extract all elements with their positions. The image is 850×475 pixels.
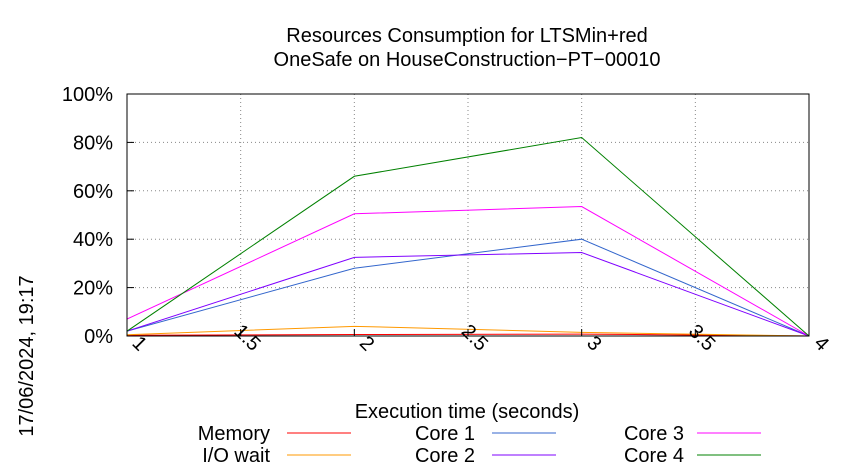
x-tick-labels: 1 1.5 2 2.5 3 3.5 4 [126,320,833,356]
y-tick-label: 0% [84,326,113,348]
x-axis-label: Execution time (seconds) [355,401,580,423]
series-line-core-2 [126,252,810,337]
y-tick-label: 60% [73,181,113,203]
legend-label: Core 1 [415,423,475,445]
legend-label: I/O wait [202,445,270,467]
legend-label: Memory [198,423,270,445]
series-line-core-3 [126,206,810,337]
x-tick-label: 2.5 [457,320,492,355]
legend-label: Core 3 [624,423,684,445]
y-tick-label: 40% [73,229,113,251]
x-tick-label: 4 [810,332,833,355]
y-tick-label: 20% [73,278,113,300]
y-tick-labels: 0% 20% 40% 60% 80% 100% [62,84,134,348]
grid [126,93,810,337]
chart-subtitle: OneSafe on HouseConstruction−PT−00010 [274,49,661,71]
legend-label: Core 2 [415,445,475,467]
series-line-core-4 [126,137,810,337]
timestamp-label: 17/06/2024, 19:17 [16,275,38,436]
y-tick-label: 100% [62,84,113,106]
x-tick-label: 3.5 [684,320,719,355]
chart-title: Resources Consumption for LTSMin+red [286,25,647,47]
y-tick-label: 80% [73,132,113,154]
x-tick-label: 1.5 [229,320,264,355]
legend-label: Core 4 [624,445,684,467]
series-line-core-1 [126,238,810,337]
